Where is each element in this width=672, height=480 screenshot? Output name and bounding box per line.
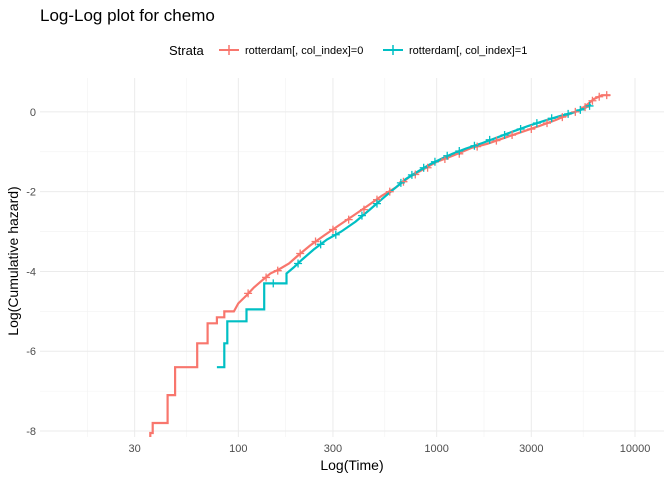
survival-curves: [149, 94, 611, 437]
censor-mark-stratum-1: [419, 163, 428, 172]
censor-mark-stratum-1: [485, 135, 494, 144]
censor-mark-stratum-0: [273, 266, 282, 275]
censor-mark-stratum-1: [357, 211, 366, 220]
censor-mark-stratum-0: [558, 113, 567, 122]
chart-title: Log-Log plot for chemo: [40, 6, 215, 25]
censor-mark-stratum-1: [500, 131, 509, 140]
censor-mark-stratum-0: [508, 131, 517, 140]
legend-label-stratum-1: rotterdam[, col_index]=1: [409, 45, 527, 57]
x-tick-label: 300: [324, 443, 342, 455]
legend-item-stratum-1: rotterdam[, col_index]=1: [383, 45, 527, 57]
censor-mark-stratum-0: [602, 91, 611, 100]
censor-mark-stratum-0: [262, 273, 271, 282]
y-axis-ticks: -8 -6 -4 -2 0: [26, 107, 36, 438]
y-tick-label: -6: [26, 346, 36, 358]
legend-title: Strata: [169, 43, 204, 58]
censor-mark-stratum-0: [359, 205, 368, 214]
censor-mark-stratum-0: [588, 96, 597, 105]
legend: Strata rotterdam[, col_index]=0 rotterda…: [169, 43, 527, 58]
y-tick-label: 0: [30, 107, 36, 119]
censor-mark-stratum-0: [311, 237, 320, 246]
censor-mark-stratum-0: [328, 225, 337, 234]
y-axis-title: Log(Cumulative hazard): [5, 186, 21, 335]
censor-mark-stratum-1: [407, 170, 416, 179]
y-tick-label: -8: [26, 426, 36, 438]
censor-mark-stratum-1: [455, 146, 464, 155]
y-tick-label: -2: [26, 187, 36, 199]
curve-stratum-1: [216, 103, 592, 369]
censor-mark-stratum-0: [344, 215, 353, 224]
censor-mark-stratum-1: [443, 151, 452, 160]
censor-mark-stratum-1: [430, 157, 439, 166]
censor-mark-stratum-1: [564, 109, 573, 118]
x-tick-label: 30: [129, 443, 141, 455]
legend-item-stratum-0: rotterdam[, col_index]=0: [219, 45, 363, 57]
legend-label-stratum-0: rotterdam[, col_index]=0: [245, 45, 363, 57]
censor-mark-stratum-1: [269, 279, 278, 288]
curve-stratum-0: [149, 94, 611, 437]
censor-mark-stratum-1: [372, 199, 381, 208]
censor-mark-stratum-0: [492, 136, 501, 145]
censor-mark-stratum-1: [576, 105, 585, 114]
censor-mark-stratum-1: [316, 240, 325, 249]
grid-lines: [40, 78, 664, 437]
x-tick-label: 1000: [424, 443, 448, 455]
x-axis-title: Log(Time): [320, 457, 383, 473]
censor-mark-stratum-1: [547, 114, 556, 123]
censor-mark-stratum-1: [396, 178, 405, 187]
censor-mark-stratum-1: [532, 119, 541, 128]
censor-mark-stratum-0: [581, 103, 590, 112]
x-tick-label: 10000: [620, 443, 651, 455]
censor-mark-stratum-0: [244, 289, 253, 298]
censor-mark-stratum-0: [595, 92, 604, 101]
censor-mark-stratum-0: [296, 249, 305, 258]
x-tick-label: 100: [229, 443, 247, 455]
censor-mark-stratum-0: [571, 107, 580, 116]
censor-mark-stratum-0: [385, 187, 394, 196]
censor-mark-stratum-0: [543, 119, 552, 128]
censor-mark-stratum-1: [294, 259, 303, 268]
censor-mark-stratum-1: [585, 101, 594, 110]
censor-marks: [244, 91, 611, 298]
x-tick-label: 3000: [519, 443, 543, 455]
x-axis-ticks: 30 100 300 1000 3000 10000: [129, 443, 651, 455]
censor-mark-stratum-1: [331, 230, 340, 239]
censor-mark-stratum-1: [470, 141, 479, 150]
y-tick-label: -4: [26, 266, 36, 278]
censor-mark-stratum-0: [527, 125, 536, 134]
censor-mark-stratum-1: [516, 125, 525, 134]
